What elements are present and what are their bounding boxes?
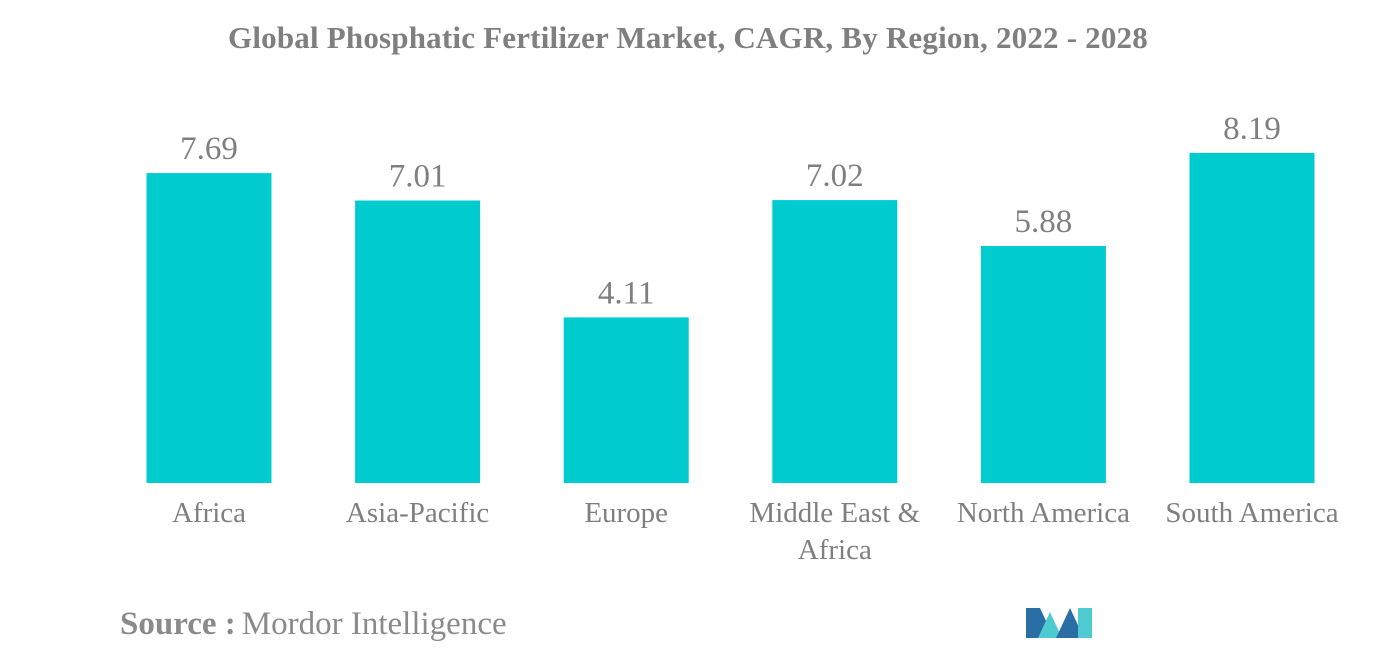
value-label: 7.02	[806, 158, 864, 194]
chart-title: Global Phosphatic Fertilizer Market, CAG…	[228, 20, 1148, 55]
value-label: 8.19	[1223, 111, 1281, 147]
value-label: 4.11	[598, 275, 655, 311]
bar-middle-east-africa	[772, 200, 898, 483]
bar-chart: 7.69 7.01 4.11 7.02 5.88 8.19 Africa Asia-Paci…	[146, 111, 1339, 566]
value-labels-layer: 7.69 7.01 4.11 7.02 5.88 8.19	[180, 111, 1281, 312]
bar-europe	[563, 317, 689, 483]
value-label: 7.01	[389, 159, 447, 195]
bars-layer	[146, 152, 1315, 483]
value-label: 5.88	[1015, 204, 1073, 240]
category-labels-layer: Africa Asia-Pacific Europe Middle East & Afr…	[172, 497, 1339, 566]
category-label: Middle East & Africa	[749, 497, 920, 566]
mordor-intelligence-logo-icon	[1026, 608, 1092, 638]
category-label: Asia-Pacific	[346, 497, 489, 529]
source-name: Mordor Intelligence	[241, 606, 507, 642]
category-label: Africa	[172, 497, 246, 529]
category-label: Europe	[584, 497, 668, 529]
category-label: North America	[957, 497, 1130, 529]
category-label: South America	[1165, 497, 1338, 529]
bar-africa	[146, 173, 272, 483]
bar-south-america	[1189, 152, 1315, 483]
bar-asia-pacific	[355, 200, 481, 483]
source-label: Source :	[120, 606, 236, 642]
value-label: 7.69	[180, 131, 238, 167]
source-note: Source : Mordor Intelligence	[120, 606, 507, 643]
bar-north-america	[980, 246, 1106, 483]
